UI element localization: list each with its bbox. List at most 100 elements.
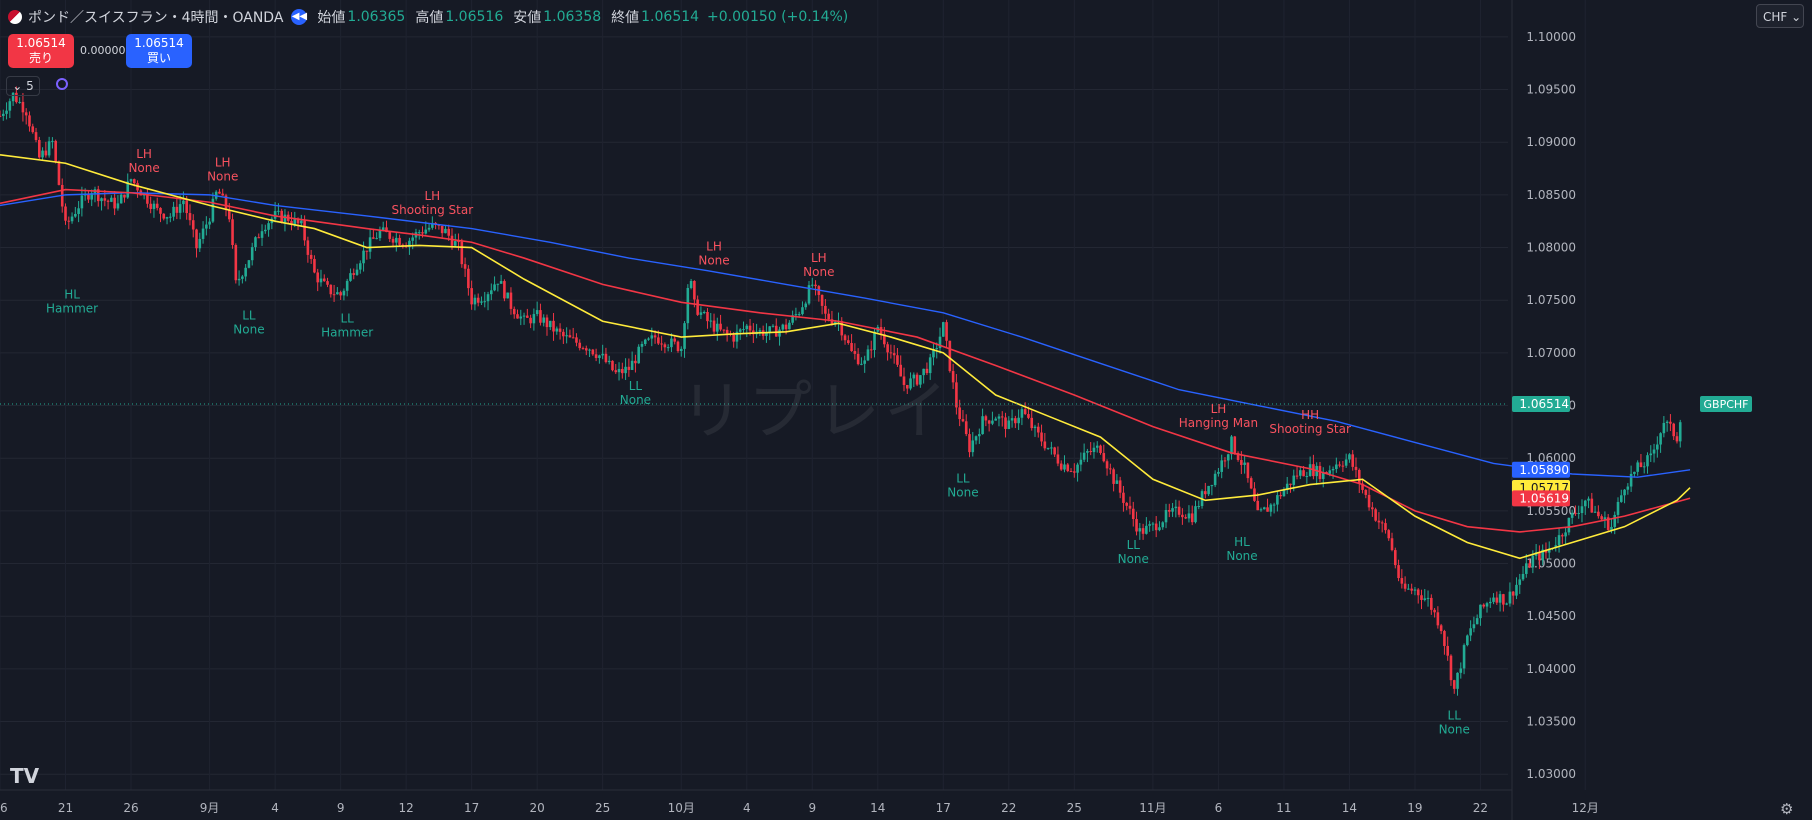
candle-body <box>509 292 513 309</box>
candle-body <box>869 349 873 351</box>
candle-body <box>1498 594 1502 603</box>
candle-body <box>1649 453 1653 456</box>
gear-icon[interactable]: ⚙ <box>1780 800 1794 818</box>
candle-body <box>575 337 578 343</box>
candle-body <box>925 368 929 374</box>
swing-pattern-label: Hammer <box>321 326 373 340</box>
rewind-icon[interactable]: ◀◀ <box>291 9 308 25</box>
candle-body <box>1407 588 1410 590</box>
candle-body <box>1531 555 1535 568</box>
low-value: 1.06358 <box>543 9 602 25</box>
candle-body <box>1482 604 1486 607</box>
candle-body <box>1030 417 1034 429</box>
flag-icon <box>8 10 22 24</box>
candle-body <box>467 268 470 289</box>
candle-body <box>896 355 899 365</box>
candle-body <box>670 338 673 348</box>
candle-body <box>1207 485 1210 495</box>
candle-body <box>1495 597 1499 603</box>
swing-pattern-label: None <box>128 161 159 175</box>
candle-body <box>1095 445 1099 448</box>
candle-body <box>336 292 339 295</box>
candle-body <box>1082 452 1086 460</box>
candle-body <box>643 339 647 344</box>
candle-body <box>683 323 686 349</box>
candle-body <box>1570 512 1574 518</box>
candle-body <box>1430 597 1433 610</box>
candle-body <box>1626 486 1630 490</box>
candle-body <box>1374 509 1377 521</box>
candle-body <box>860 363 863 365</box>
candle-body <box>1128 505 1132 509</box>
candle-body <box>742 329 745 331</box>
sell-button[interactable]: 1.06514 売り <box>8 34 74 68</box>
candle-body <box>1027 414 1030 418</box>
candle-body <box>322 278 326 282</box>
candle-body <box>1187 513 1191 519</box>
currency-select[interactable]: CHF ⌄ <box>1756 4 1804 28</box>
candle-body <box>1174 506 1178 509</box>
candle-body <box>1675 436 1679 442</box>
indicators-toggle[interactable]: ⌄ 5 <box>6 76 40 96</box>
candle-body <box>529 317 532 324</box>
candle-body <box>1508 591 1512 604</box>
symbol-title[interactable]: ポンド／スイスフラン・4時間・OANDA <box>28 10 284 26</box>
candle-body <box>1583 500 1587 507</box>
candle-body <box>584 348 588 351</box>
candle-body <box>928 357 932 374</box>
indicator-settings-icon[interactable] <box>56 78 68 90</box>
candle-body <box>1141 528 1145 534</box>
candle-body <box>824 305 827 314</box>
candle-body <box>1364 489 1368 495</box>
candle-body <box>1390 538 1394 551</box>
sell-label: 売り <box>28 51 53 65</box>
buy-label: 買い <box>146 51 171 65</box>
candle-body <box>155 203 159 208</box>
legend-header: ポンド／スイスフラン・4時間・OANDA ◀◀ 始値 1.06365 高値 1.… <box>8 6 848 28</box>
candle-body <box>1036 426 1040 433</box>
tradingview-logo[interactable]: TV <box>10 764 40 788</box>
indicators-count: 5 <box>26 79 34 93</box>
ma-yellow-line <box>0 154 1691 560</box>
candle-body <box>935 348 939 350</box>
candle-body <box>1204 491 1207 495</box>
candle-body <box>958 407 961 420</box>
candle-body <box>306 240 310 255</box>
ma-red-tag: 1.05619 <box>1519 491 1569 505</box>
candle-body <box>1459 668 1463 673</box>
candle-body <box>1511 591 1515 596</box>
candle-body <box>709 320 713 322</box>
candle-body <box>241 276 244 279</box>
candle-body <box>5 110 8 114</box>
candle-body <box>1485 603 1489 607</box>
candle-body <box>80 195 84 209</box>
candle-body <box>1266 507 1269 512</box>
symbol-tag: GBPCHF <box>1704 398 1749 411</box>
candle-body <box>326 281 329 285</box>
candle-body <box>231 219 234 246</box>
buy-button[interactable]: 1.06514 買い <box>126 34 192 68</box>
ma-blue-tag: 1.05890 <box>1519 463 1569 477</box>
candle-body <box>273 211 277 219</box>
candle-body <box>100 198 103 202</box>
candle-body <box>342 290 346 296</box>
candle-body <box>902 376 906 385</box>
candle-body <box>1109 468 1112 470</box>
candle-body <box>1446 645 1449 656</box>
candle-body <box>568 335 572 338</box>
swing-pattern-label: None <box>1226 549 1257 563</box>
candle-body <box>1017 417 1020 424</box>
candle-body <box>1099 445 1102 454</box>
swing-pattern-label: None <box>947 486 978 500</box>
ma-red-line <box>0 188 1691 533</box>
candle-body <box>1328 470 1332 474</box>
candle-body <box>391 238 395 243</box>
candle-body <box>205 224 208 229</box>
candle-body <box>1469 628 1472 636</box>
x-tick-label: 21 <box>58 801 73 815</box>
candle-body <box>227 210 231 220</box>
